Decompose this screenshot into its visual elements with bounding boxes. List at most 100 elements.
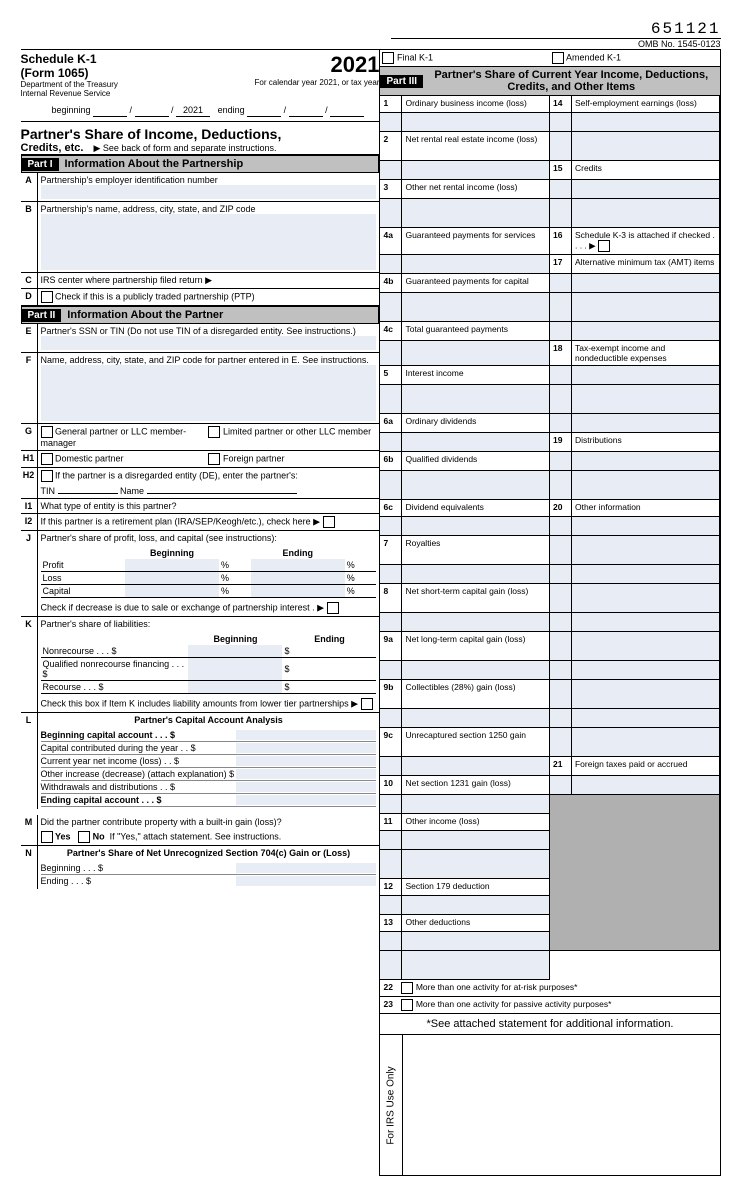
- beg-month[interactable]: [93, 104, 127, 117]
- field-b[interactable]: [41, 214, 377, 270]
- f-5[interactable]: [402, 385, 550, 414]
- f-18[interactable]: [572, 366, 720, 385]
- l-end-amt[interactable]: [236, 795, 376, 805]
- tin-field[interactable]: [58, 493, 118, 494]
- j-loss-beg[interactable]: [125, 572, 219, 585]
- f-20g[interactable]: [572, 661, 720, 680]
- f-18c[interactable]: [572, 414, 720, 433]
- f-12[interactable]: [402, 896, 550, 915]
- f-6b[interactable]: [402, 471, 550, 500]
- f-9a[interactable]: [402, 661, 550, 680]
- f-4b[interactable]: [402, 293, 550, 322]
- f-2[interactable]: [402, 161, 550, 180]
- f-6a[interactable]: [402, 433, 550, 452]
- chk-h1a[interactable]: [41, 453, 53, 465]
- end-day[interactable]: [289, 104, 323, 117]
- field-a[interactable]: [41, 185, 377, 199]
- f-10[interactable]: [402, 795, 550, 814]
- f-13[interactable]: [402, 932, 550, 951]
- j-cap-end[interactable]: [251, 585, 345, 598]
- f-19[interactable]: [572, 452, 720, 471]
- n-beg-amt[interactable]: [236, 863, 376, 873]
- beg-year[interactable]: [176, 104, 210, 117]
- f-15[interactable]: [572, 180, 720, 199]
- f-20j[interactable]: [572, 728, 720, 757]
- f-8[interactable]: [402, 613, 550, 632]
- l-other-amt[interactable]: [236, 769, 376, 779]
- l-beg-amt[interactable]: [236, 730, 376, 740]
- f-6c[interactable]: [402, 517, 550, 536]
- chk-amended[interactable]: [552, 52, 564, 64]
- f-4a[interactable]: [402, 255, 550, 274]
- chk-k[interactable]: [361, 698, 373, 710]
- chk-i2[interactable]: [323, 516, 335, 528]
- f-20c[interactable]: [572, 565, 720, 584]
- chk-j[interactable]: [327, 602, 339, 614]
- f-14b[interactable]: [572, 132, 720, 161]
- chk-m-yes[interactable]: [41, 831, 53, 843]
- name-field[interactable]: [147, 493, 297, 494]
- omb-number: OMB No. 1545-0123: [391, 38, 721, 49]
- chk-g2[interactable]: [208, 426, 220, 438]
- f-19b[interactable]: [572, 471, 720, 500]
- chk-16[interactable]: [598, 240, 610, 252]
- f-11[interactable]: [402, 831, 550, 850]
- j-loss-end[interactable]: [251, 572, 345, 585]
- see-attached: *See attached statement for additional i…: [380, 1014, 719, 1035]
- chk-23[interactable]: [401, 999, 413, 1011]
- p3-20: Other information: [572, 500, 720, 517]
- chk-g1[interactable]: [41, 426, 53, 438]
- f-18b[interactable]: [572, 385, 720, 414]
- f-7[interactable]: [402, 565, 550, 584]
- f-20i[interactable]: [572, 709, 720, 728]
- k-nonrec-beg[interactable]: [188, 645, 282, 658]
- end-month[interactable]: [247, 104, 281, 117]
- f-20f[interactable]: [572, 632, 720, 661]
- chk-final[interactable]: [382, 52, 394, 64]
- f-9c[interactable]: [402, 757, 550, 776]
- f-4c[interactable]: [402, 341, 550, 366]
- f-21[interactable]: [572, 776, 720, 795]
- k-qnf-beg[interactable]: [188, 658, 282, 681]
- l-withdraw-amt[interactable]: [236, 782, 376, 792]
- f-14[interactable]: [572, 113, 720, 132]
- m-yes: Yes: [55, 831, 71, 841]
- field-f[interactable]: [41, 365, 377, 421]
- k-rec-beg[interactable]: [188, 681, 282, 694]
- f-3[interactable]: [402, 199, 550, 228]
- chk-22[interactable]: [401, 982, 413, 994]
- l-netinc-amt[interactable]: [236, 756, 376, 766]
- end-year[interactable]: [330, 104, 364, 117]
- f-17c[interactable]: [572, 322, 720, 341]
- f-20e[interactable]: [572, 613, 720, 632]
- f-1[interactable]: [402, 113, 550, 132]
- form-number: 651121: [21, 20, 721, 38]
- f-20[interactable]: [572, 517, 720, 536]
- j-cap-beg[interactable]: [125, 585, 219, 598]
- f-13b[interactable]: [402, 951, 550, 980]
- p3-13: Other deductions: [402, 915, 550, 932]
- chk-h1b[interactable]: [208, 453, 220, 465]
- beg-day[interactable]: [135, 104, 169, 117]
- f-20d[interactable]: [572, 584, 720, 613]
- chk-h2[interactable]: [41, 470, 53, 482]
- chk-d[interactable]: [41, 291, 53, 303]
- final-k1: Final K-1: [397, 52, 433, 62]
- f-20h[interactable]: [572, 680, 720, 709]
- f-17[interactable]: [572, 274, 720, 293]
- j-profit-end[interactable]: [251, 559, 345, 572]
- p3-23: More than one activity for passive activ…: [416, 999, 612, 1011]
- j-profit-beg[interactable]: [125, 559, 219, 572]
- f-11b[interactable]: [402, 850, 550, 879]
- l-contrib-amt[interactable]: [236, 743, 376, 753]
- n-end-amt[interactable]: [236, 876, 376, 886]
- f-9b[interactable]: [402, 709, 550, 728]
- p3-3: Other net rental income (loss): [402, 180, 550, 199]
- p3-5: Interest income: [402, 366, 550, 385]
- field-e[interactable]: [41, 336, 377, 350]
- f-15b[interactable]: [572, 199, 720, 228]
- f-20b[interactable]: [572, 536, 720, 565]
- k-end: Ending: [282, 633, 376, 645]
- f-17b[interactable]: [572, 293, 720, 322]
- chk-m-no[interactable]: [78, 831, 90, 843]
